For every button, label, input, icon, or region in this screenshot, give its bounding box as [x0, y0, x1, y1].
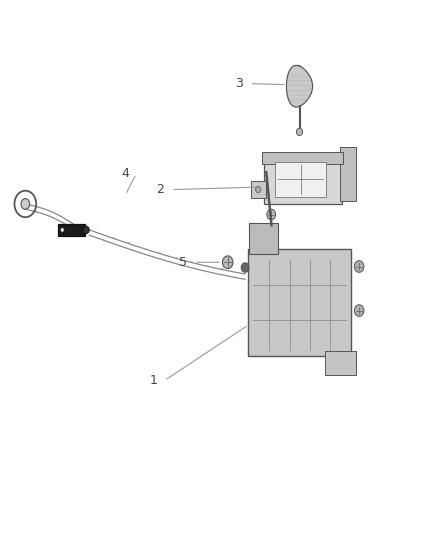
- Circle shape: [241, 263, 249, 272]
- Circle shape: [354, 261, 364, 272]
- FancyBboxPatch shape: [275, 161, 326, 197]
- FancyBboxPatch shape: [264, 154, 342, 204]
- Text: 5: 5: [179, 256, 187, 269]
- FancyBboxPatch shape: [339, 147, 356, 201]
- Text: 3: 3: [235, 77, 243, 90]
- Text: 1: 1: [150, 374, 158, 387]
- Circle shape: [223, 256, 233, 269]
- Circle shape: [255, 187, 261, 193]
- Text: 4: 4: [121, 167, 129, 180]
- FancyBboxPatch shape: [262, 152, 343, 164]
- FancyBboxPatch shape: [325, 351, 356, 375]
- Circle shape: [60, 228, 64, 232]
- Circle shape: [267, 209, 276, 220]
- Circle shape: [297, 128, 303, 135]
- Circle shape: [354, 305, 364, 317]
- Circle shape: [83, 226, 89, 233]
- Polygon shape: [286, 66, 313, 107]
- Circle shape: [21, 199, 30, 209]
- FancyBboxPatch shape: [57, 223, 85, 236]
- FancyBboxPatch shape: [249, 223, 279, 254]
- Text: 2: 2: [156, 183, 164, 196]
- FancyBboxPatch shape: [248, 249, 351, 356]
- FancyBboxPatch shape: [251, 181, 266, 198]
